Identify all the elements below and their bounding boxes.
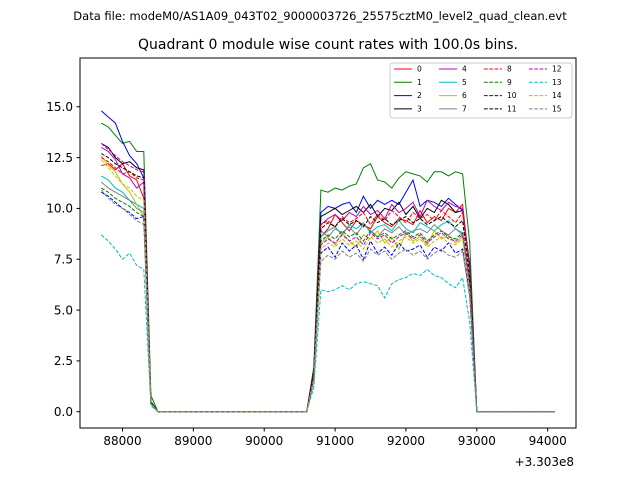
legend-label-7: 7 (462, 104, 467, 113)
legend-label-14: 14 (552, 91, 562, 100)
legend-label-0: 0 (417, 65, 422, 74)
y-tick-label: 0.0 (54, 405, 73, 419)
x-tick-label: 89000 (174, 434, 212, 448)
legend-label-6: 6 (462, 91, 467, 100)
legend-label-11: 11 (507, 104, 517, 113)
x-tick-label: 93000 (458, 434, 496, 448)
legend-label-13: 13 (552, 78, 562, 87)
y-tick-label: 15.0 (46, 100, 73, 114)
legend-label-1: 1 (417, 78, 422, 87)
suptitle: Data file: modeM0/AS1A09_043T02_90000037… (73, 9, 567, 23)
legend-box (389, 62, 573, 119)
plot-lines (100, 110, 555, 413)
x-tick-label: 90000 (245, 434, 283, 448)
chart-title: Quadrant 0 module wise count rates with … (138, 37, 518, 53)
y-tick-label: 2.5 (54, 354, 73, 368)
legend-label-15: 15 (552, 104, 562, 113)
y-tick-label: 7.5 (54, 253, 73, 267)
legend-label-3: 3 (417, 104, 422, 113)
x-axis: 88000 89000 90000 91000 92000 93000 94000 (103, 428, 567, 448)
legend-label-8: 8 (507, 65, 512, 74)
legend-label-10: 10 (507, 91, 517, 100)
x-offset-label: +3.303e8 (515, 455, 574, 469)
x-tick-label: 92000 (387, 434, 425, 448)
x-tick-label: 91000 (316, 434, 354, 448)
legend-label-5: 5 (462, 78, 467, 87)
y-tick-label: 12.5 (46, 151, 73, 165)
legend-label-2: 2 (417, 91, 422, 100)
y-axis: 0.0 2.5 5.0 7.5 10.0 12.5 15.0 (46, 100, 80, 419)
series-line-15 (100, 189, 555, 413)
legend-label-9: 9 (507, 78, 512, 87)
legend-label-12: 12 (552, 65, 562, 74)
x-tick-label: 94000 (529, 434, 567, 448)
y-tick-label: 10.0 (46, 202, 73, 216)
axes-frame (79, 57, 577, 429)
x-tick-label: 88000 (103, 434, 141, 448)
y-tick-label: 5.0 (54, 303, 73, 317)
legend-label-4: 4 (462, 65, 467, 74)
